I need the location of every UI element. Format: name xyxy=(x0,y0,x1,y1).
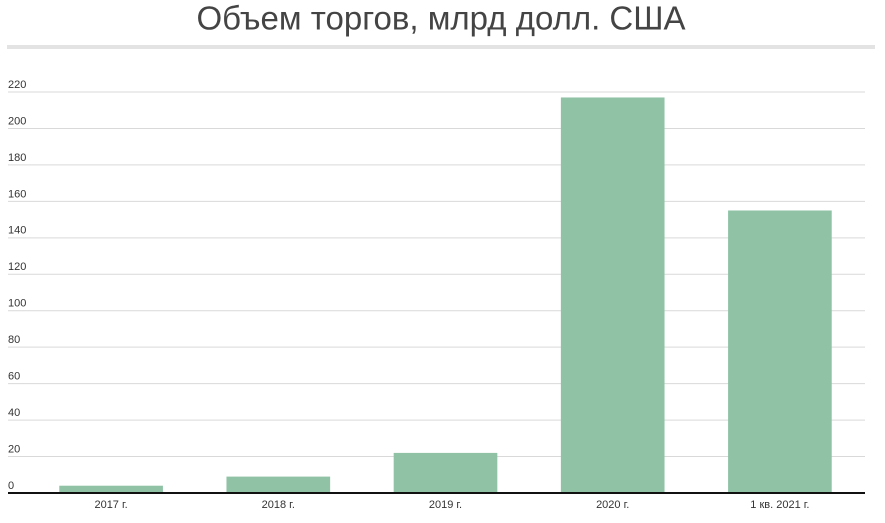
bar xyxy=(226,476,331,493)
bar xyxy=(560,97,665,493)
x-tick-label: 2017 г. xyxy=(94,499,127,511)
y-tick-label: 120 xyxy=(8,261,26,273)
y-tick-label: 80 xyxy=(8,334,20,346)
x-tick-label: 2018 г. xyxy=(262,499,295,511)
y-tick-label: 20 xyxy=(8,443,20,455)
x-tick-label: 2020 г. xyxy=(596,499,629,511)
bar xyxy=(393,452,498,493)
chart-title: Объем торгов, млрд долл. США xyxy=(196,0,685,37)
bar xyxy=(728,210,832,493)
title-divider xyxy=(7,45,875,49)
y-tick-label: 60 xyxy=(8,371,20,383)
y-tick-label: 160 xyxy=(8,188,26,200)
x-tick-label: 1 кв. 2021 г. xyxy=(750,499,809,511)
y-tick-label: 200 xyxy=(8,115,26,127)
x-tick-label: 2019 г. xyxy=(429,499,462,511)
y-tick-label: 0 xyxy=(8,480,14,492)
y-tick-label: 220 xyxy=(8,79,26,91)
y-tick-label: 100 xyxy=(8,298,26,310)
y-tick-label: 180 xyxy=(8,152,26,164)
bar xyxy=(59,485,163,493)
y-tick-label: 140 xyxy=(8,225,26,237)
y-tick-label: 40 xyxy=(8,407,20,419)
